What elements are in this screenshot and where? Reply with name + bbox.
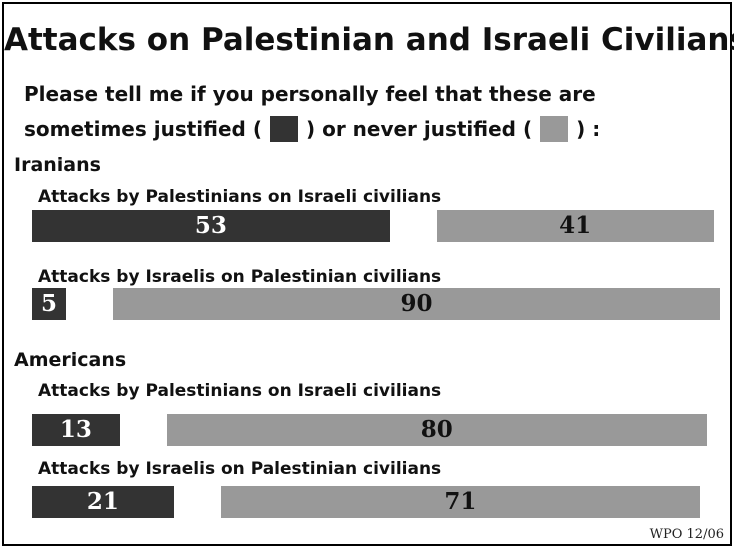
bar-sometimes-0-1 bbox=[32, 288, 66, 320]
bar-never-1-0 bbox=[166, 414, 707, 446]
question-part-c: ) : bbox=[576, 117, 601, 141]
item-label-us-1: Attacks by Palestinians on Israeli civil… bbox=[38, 381, 442, 401]
bar-never-0-0 bbox=[436, 210, 714, 242]
value-sometimes-1-1: 21 bbox=[86, 488, 119, 515]
item-label-iran-1: Attacks by Palestinians on Israeli civil… bbox=[38, 187, 442, 207]
bar-sometimes-1-1 bbox=[32, 486, 174, 518]
question-line-1: Please tell me if you personally feel th… bbox=[24, 82, 596, 106]
value-never-0-0: 41 bbox=[559, 212, 592, 239]
question-part-b: ) or never justified ( bbox=[305, 117, 533, 141]
group-label-americans: Americans bbox=[14, 349, 127, 371]
value-sometimes-1-0: 13 bbox=[59, 416, 92, 443]
bar-sometimes-0-0 bbox=[32, 210, 390, 242]
bar-never-0-1 bbox=[112, 288, 721, 320]
legend-swatch-sometimes bbox=[269, 116, 298, 142]
group-label-iranians: Iranians bbox=[14, 154, 101, 176]
chart-title: Attacks on Palestinian and Israeli Civil… bbox=[4, 22, 734, 58]
bar-sometimes-1-0 bbox=[32, 414, 120, 446]
value-sometimes-0-1: 5 bbox=[40, 290, 57, 317]
source-note: WPO 12/06 bbox=[649, 527, 724, 542]
value-never-1-0: 80 bbox=[420, 416, 453, 443]
value-sometimes-0-0: 53 bbox=[194, 212, 227, 239]
value-never-1-1: 71 bbox=[444, 488, 477, 515]
item-label-us-2: Attacks by Israelis on Palestinian civil… bbox=[38, 459, 442, 479]
question-part-a: sometimes justified ( bbox=[24, 117, 262, 141]
item-label-iran-2: Attacks by Israelis on Palestinian civil… bbox=[38, 267, 442, 287]
legend-swatch-never bbox=[540, 116, 569, 142]
bar-never-1-1 bbox=[220, 486, 700, 518]
value-never-0-1: 90 bbox=[400, 290, 433, 317]
question-line-2: sometimes justified ( ) or never justifie… bbox=[24, 116, 600, 142]
